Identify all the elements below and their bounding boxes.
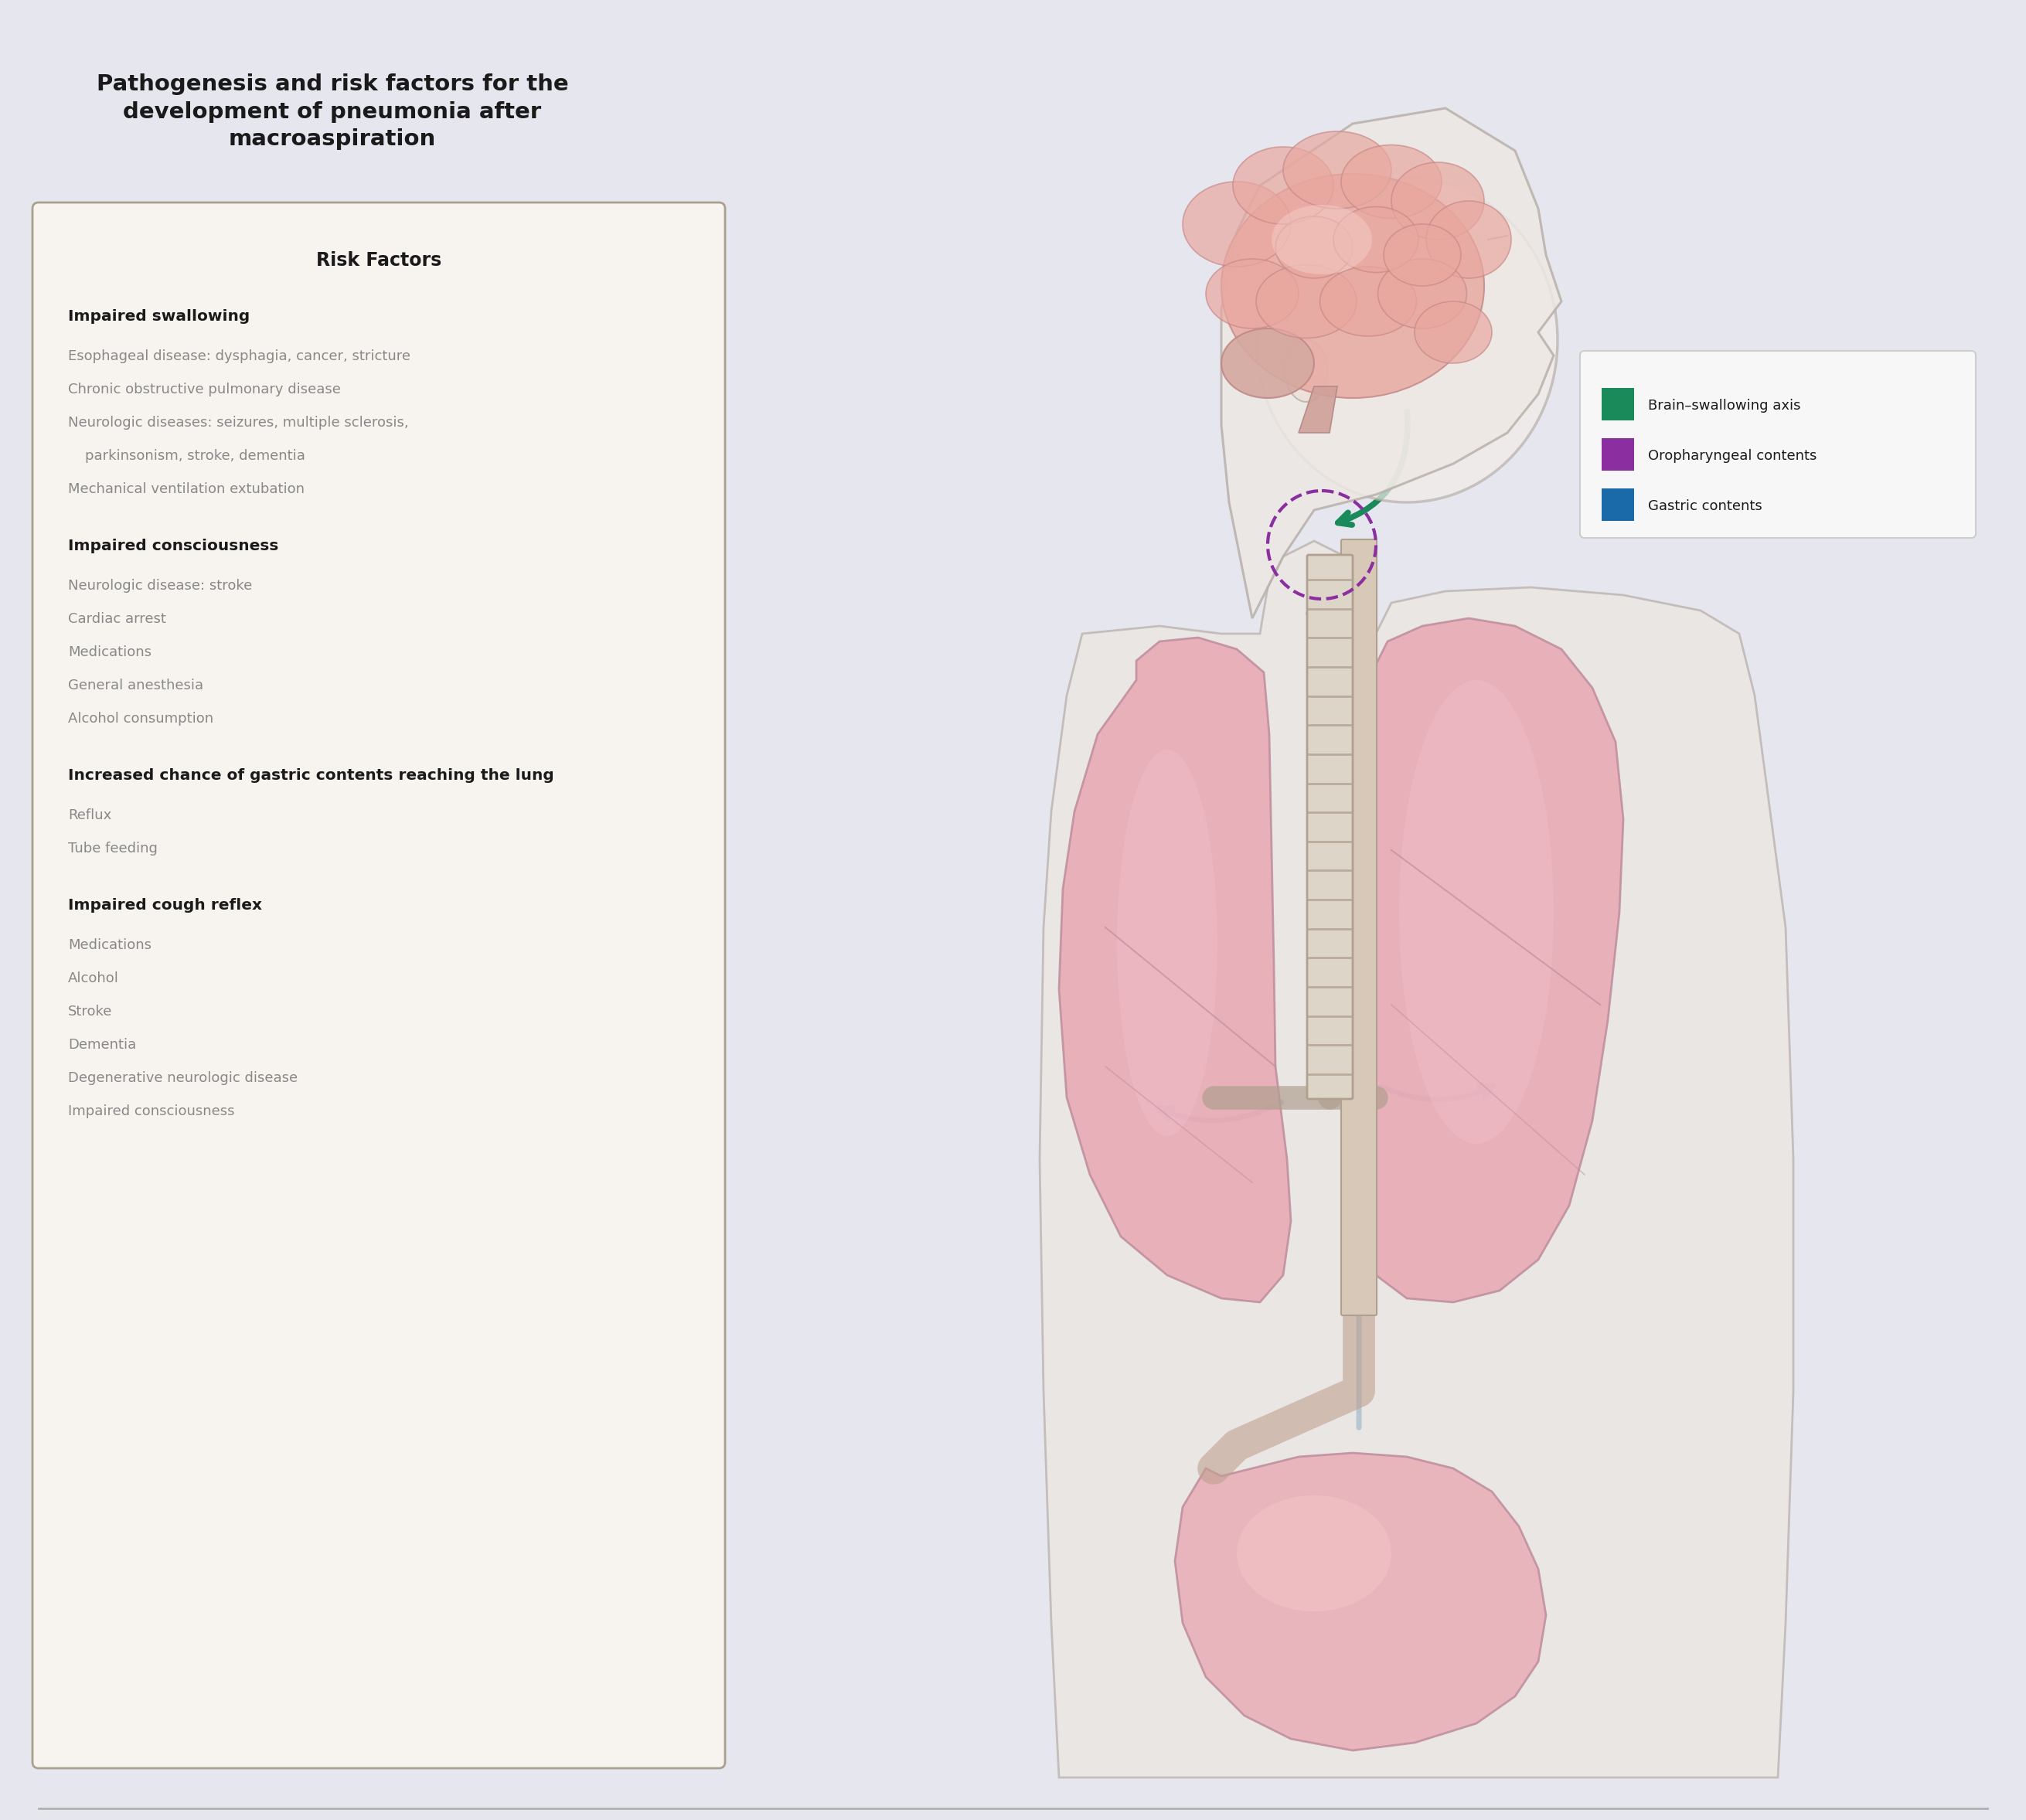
Text: Impaired consciousness: Impaired consciousness: [69, 539, 278, 553]
Ellipse shape: [1222, 175, 1485, 399]
Text: Risk Factors: Risk Factors: [316, 251, 442, 269]
Ellipse shape: [1276, 217, 1353, 278]
Ellipse shape: [1183, 182, 1291, 266]
Text: Medications: Medications: [69, 646, 152, 659]
Text: Pathogenesis and risk factors for the
development of pneumonia after
macroaspira: Pathogenesis and risk factors for the de…: [97, 73, 569, 151]
Ellipse shape: [1378, 258, 1467, 328]
Text: Neurologic diseases: seizures, multiple sclerosis,: Neurologic diseases: seizures, multiple …: [69, 415, 409, 430]
Text: Impaired cough reflex: Impaired cough reflex: [69, 897, 261, 912]
Ellipse shape: [1426, 200, 1511, 278]
Text: Alcohol consumption: Alcohol consumption: [69, 712, 213, 726]
Text: Reflux: Reflux: [69, 808, 111, 823]
FancyBboxPatch shape: [32, 202, 725, 1769]
Text: General anesthesia: General anesthesia: [69, 679, 203, 692]
Text: Impaired consciousness: Impaired consciousness: [69, 1105, 235, 1117]
Text: Stroke: Stroke: [69, 1005, 111, 1019]
Polygon shape: [1175, 1452, 1546, 1751]
Text: Brain–swallowing axis: Brain–swallowing axis: [1647, 399, 1801, 413]
Text: Dementia: Dementia: [69, 1037, 136, 1052]
Text: Mechanical ventilation extubation: Mechanical ventilation extubation: [69, 482, 304, 497]
Text: Increased chance of gastric contents reaching the lung: Increased chance of gastric contents rea…: [69, 768, 553, 783]
Text: parkinsonism, stroke, dementia: parkinsonism, stroke, dementia: [85, 450, 306, 462]
Text: Gastric contents: Gastric contents: [1647, 499, 1763, 513]
FancyBboxPatch shape: [1307, 555, 1353, 1099]
FancyBboxPatch shape: [1603, 488, 1635, 521]
Polygon shape: [1357, 619, 1623, 1301]
Ellipse shape: [1284, 340, 1327, 402]
Ellipse shape: [1414, 302, 1491, 364]
Ellipse shape: [1234, 147, 1333, 224]
Ellipse shape: [1341, 146, 1443, 218]
Polygon shape: [1222, 107, 1562, 619]
Text: Tube feeding: Tube feeding: [69, 841, 158, 855]
Ellipse shape: [1222, 328, 1315, 399]
Ellipse shape: [1205, 258, 1299, 328]
Ellipse shape: [1333, 207, 1418, 273]
Ellipse shape: [1236, 1496, 1392, 1611]
Text: Chronic obstructive pulmonary disease: Chronic obstructive pulmonary disease: [69, 382, 340, 397]
Ellipse shape: [1282, 131, 1392, 209]
Text: Cardiac arrest: Cardiac arrest: [69, 612, 166, 626]
FancyBboxPatch shape: [1603, 388, 1635, 420]
FancyBboxPatch shape: [1580, 351, 1975, 539]
Ellipse shape: [1319, 266, 1416, 337]
Ellipse shape: [1272, 206, 1372, 275]
Ellipse shape: [1392, 162, 1485, 240]
FancyBboxPatch shape: [1603, 439, 1635, 471]
Ellipse shape: [1256, 178, 1558, 502]
Ellipse shape: [1384, 224, 1461, 286]
Text: Degenerative neurologic disease: Degenerative neurologic disease: [69, 1072, 298, 1085]
Polygon shape: [1039, 541, 1793, 1778]
Text: Alcohol: Alcohol: [69, 972, 120, 985]
Polygon shape: [1299, 386, 1337, 433]
Polygon shape: [1060, 637, 1291, 1301]
Ellipse shape: [1116, 750, 1218, 1136]
Text: Impaired swallowing: Impaired swallowing: [69, 309, 249, 324]
Ellipse shape: [1256, 264, 1357, 339]
Text: Neurologic disease: stroke: Neurologic disease: stroke: [69, 579, 251, 593]
FancyBboxPatch shape: [1341, 539, 1378, 1316]
Text: Medications: Medications: [69, 937, 152, 952]
Text: Esophageal disease: dysphagia, cancer, stricture: Esophageal disease: dysphagia, cancer, s…: [69, 349, 411, 364]
Ellipse shape: [1400, 681, 1554, 1143]
Text: Oropharyngeal contents: Oropharyngeal contents: [1647, 450, 1817, 462]
